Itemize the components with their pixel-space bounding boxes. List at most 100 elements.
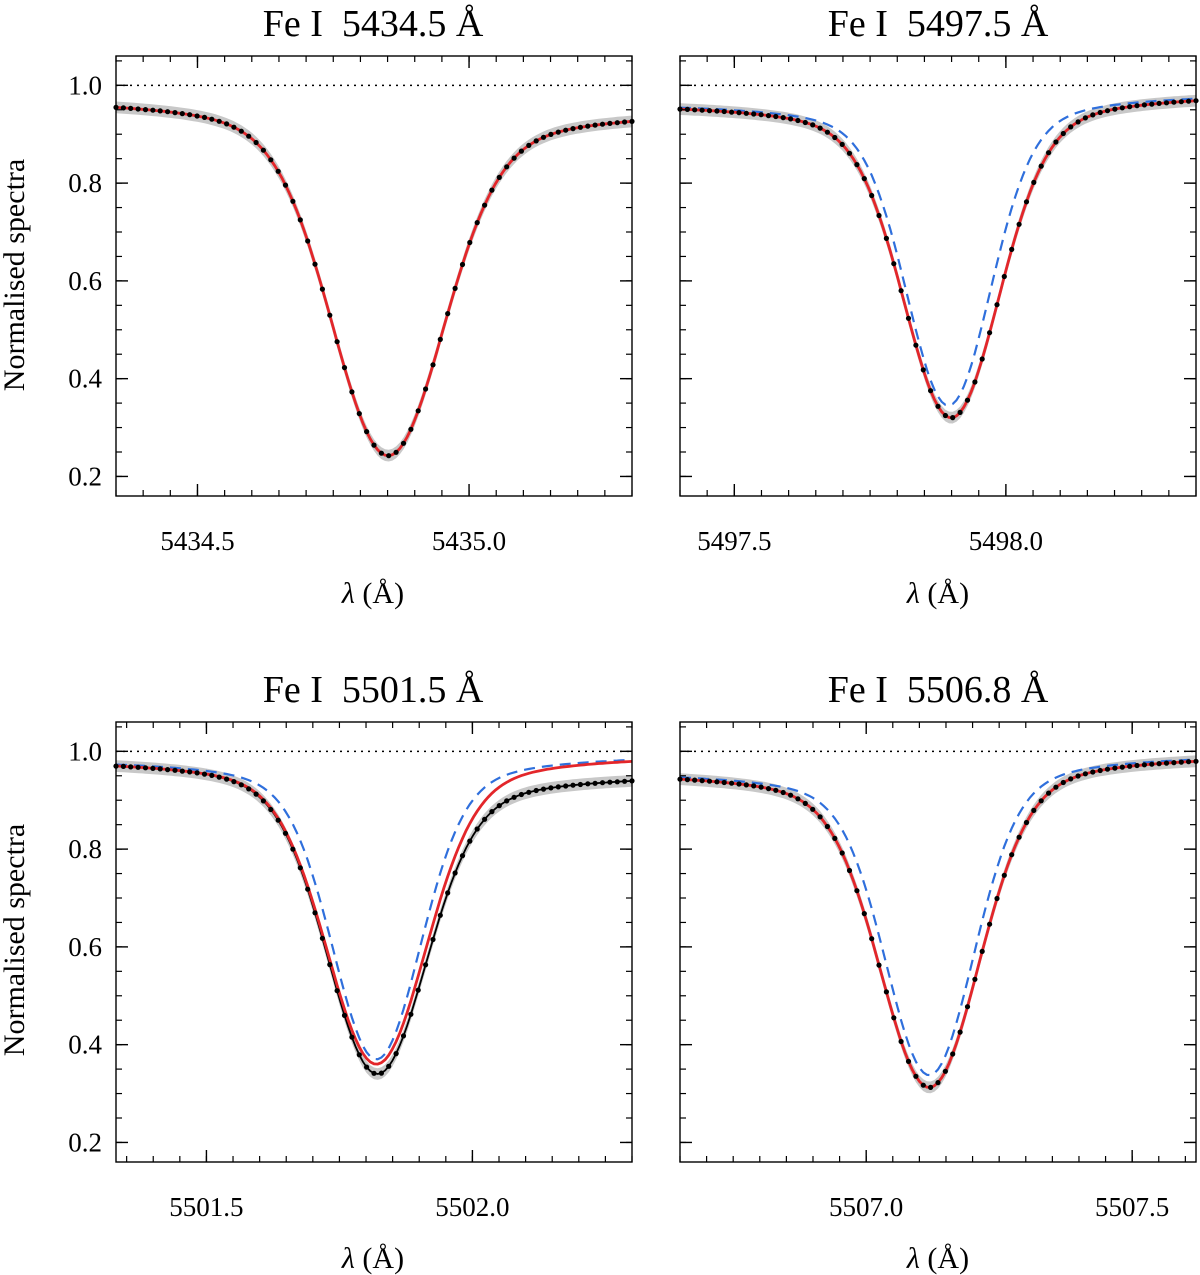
observed-point — [268, 157, 274, 163]
plot-area: 5497.5 5498.0 — [677, 55, 1199, 556]
observed-line — [115, 765, 633, 1075]
observed-point — [430, 936, 436, 943]
observed-point — [599, 121, 606, 127]
observed-point — [1053, 139, 1059, 145]
observed-point — [1141, 102, 1147, 108]
observed-point — [817, 814, 823, 820]
plot-frame — [679, 55, 1197, 497]
observed-point — [282, 830, 289, 836]
observed-point — [1038, 163, 1044, 169]
observed-point — [957, 1029, 963, 1035]
x-tick-label: 5434.5 — [160, 526, 234, 556]
observed-point — [788, 116, 794, 122]
panel-title: Fe I 5434.5 Å — [263, 3, 484, 45]
observed-point — [1082, 771, 1088, 777]
plot-area: 5507.0 5507.5 — [677, 721, 1199, 1222]
observed-point — [415, 987, 421, 993]
observed-point — [194, 770, 200, 776]
observed-point — [942, 1068, 949, 1074]
observed-point — [334, 988, 340, 994]
x-axis-symbol: λ — [906, 1242, 920, 1275]
observed-point — [684, 106, 691, 112]
observed-point — [1104, 108, 1111, 114]
observed-point — [356, 1052, 362, 1058]
observed-point — [393, 1051, 399, 1057]
x-tick-label: 5501.5 — [169, 1192, 243, 1222]
observed-point — [758, 112, 764, 118]
observed-point — [563, 127, 569, 133]
observed-point — [459, 261, 466, 268]
observed-point — [341, 365, 348, 371]
x-axis-unit: (Å) — [362, 1242, 404, 1275]
observed-point — [526, 142, 532, 148]
observed-point — [482, 202, 488, 208]
observed-point — [869, 192, 875, 199]
y-tick-label: 0.2 — [68, 461, 102, 491]
observed-point — [994, 302, 1000, 308]
observed-point — [692, 777, 698, 783]
observed-uncertainty-band — [680, 94, 1196, 424]
observed-point — [692, 107, 698, 113]
observed-point — [920, 1082, 926, 1088]
observed-point — [1075, 119, 1081, 125]
observed-point — [751, 783, 757, 789]
observed-point — [607, 120, 613, 126]
observed-point — [913, 1073, 919, 1079]
observed-point — [526, 789, 532, 795]
y-tick-label: 1.0 — [68, 736, 102, 766]
observed-point — [622, 778, 628, 784]
x-axis-label: λ (Å) — [906, 1242, 969, 1275]
observed-point — [1134, 103, 1140, 109]
model-red-line — [115, 106, 633, 458]
observed-point — [1038, 798, 1044, 804]
observed-line — [679, 760, 1197, 1089]
observed-point — [452, 870, 458, 876]
observed-point — [614, 120, 620, 126]
model-red-line — [115, 760, 633, 1066]
observed-point — [920, 367, 926, 373]
observed-point — [327, 962, 333, 968]
y-tick-label: 0.8 — [68, 834, 102, 864]
observed-point — [832, 835, 838, 842]
observed-point — [231, 124, 237, 130]
observed-point — [489, 187, 495, 193]
observed-line — [115, 106, 633, 457]
x-tick-label: 5497.5 — [697, 526, 771, 556]
observed-point — [706, 108, 713, 114]
observed-point — [1031, 179, 1037, 185]
observed-point — [1053, 784, 1059, 790]
panel-fe-5501: Fe I 5501.5 Å 5501.5 5502.0 0.2 0.4 0.6 0.8 1.… — [68, 669, 635, 1222]
observed-point — [699, 107, 705, 113]
panel-fe-5497: Fe I 5497.5 Å 5497.5 5498.0 — [677, 3, 1199, 556]
observed-point — [467, 838, 473, 844]
observed-point — [577, 124, 584, 130]
observed-point — [773, 787, 779, 793]
x-tick-label: 5498.0 — [969, 526, 1043, 556]
observed-point — [736, 110, 742, 116]
observed-point — [614, 779, 620, 785]
observed-point — [1119, 105, 1125, 111]
observed-point — [194, 113, 200, 119]
observed-point — [854, 162, 860, 168]
observed-point — [349, 1034, 355, 1040]
observed-point — [423, 962, 429, 968]
observed-point — [802, 119, 808, 126]
x-tick-label: 5507.5 — [1095, 1192, 1169, 1222]
observed-point — [238, 782, 244, 788]
observed-point — [898, 1038, 904, 1045]
observed-point — [1171, 760, 1177, 766]
observed-point — [736, 781, 742, 787]
observed-point — [1156, 100, 1162, 106]
observed-point — [297, 865, 303, 871]
observed-point — [1178, 759, 1184, 765]
observed-point — [979, 356, 985, 362]
observed-point — [341, 1012, 348, 1019]
panel-fe-5506: Fe I 5506.8 Å 5507.0 5507.5 — [677, 669, 1199, 1222]
panel-title: Fe I 5506.8 Å — [828, 669, 1049, 711]
observed-point — [135, 106, 141, 112]
observed-point — [540, 786, 547, 792]
observed-point — [780, 789, 786, 796]
observed-point — [555, 129, 561, 135]
observed-point — [172, 110, 178, 116]
